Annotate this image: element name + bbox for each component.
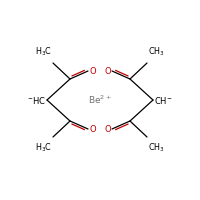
Text: Be$^{2+}$: Be$^{2+}$	[88, 94, 112, 106]
Text: CH$_3$: CH$_3$	[148, 142, 165, 154]
Text: CH$^{-}$: CH$^{-}$	[154, 95, 173, 106]
Text: O: O	[89, 66, 96, 75]
Text: H$_3$C: H$_3$C	[35, 142, 52, 154]
Text: O: O	[104, 66, 111, 75]
Text: O: O	[89, 124, 96, 134]
Text: O: O	[104, 124, 111, 134]
Text: H$_3$C: H$_3$C	[35, 46, 52, 58]
Text: $^{-}$HC: $^{-}$HC	[27, 95, 46, 106]
Text: CH$_3$: CH$_3$	[148, 46, 165, 58]
